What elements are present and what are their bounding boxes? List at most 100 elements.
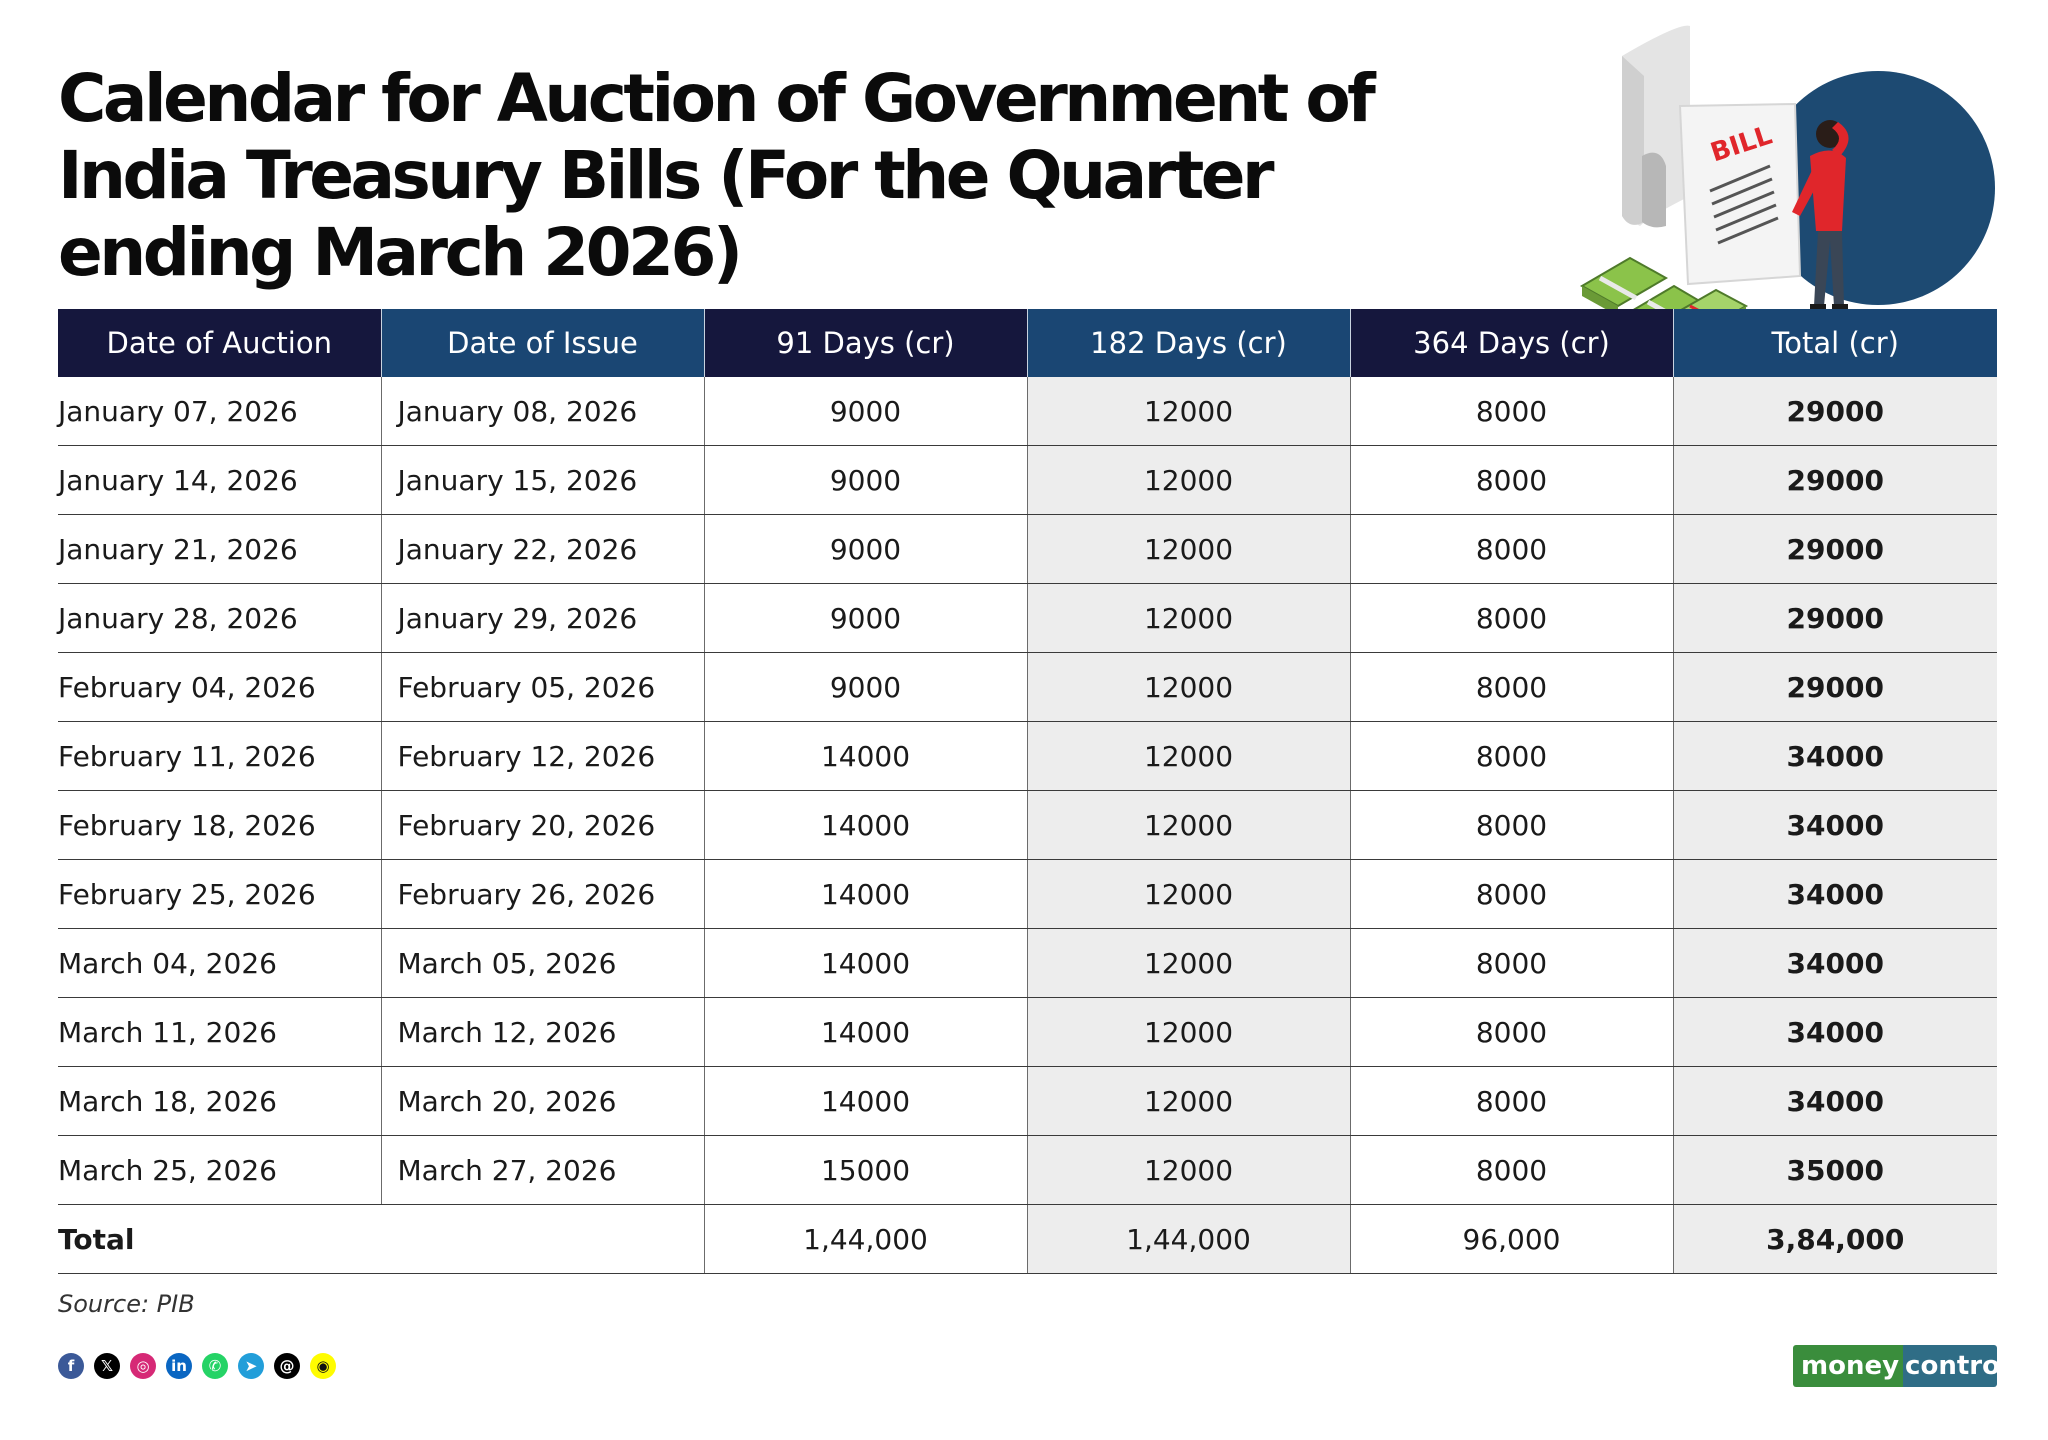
cell-364-days: 8000	[1350, 514, 1674, 584]
table-row: March 18, 2026 March 20, 2026 14000 12000 80…	[58, 1066, 1997, 1136]
logo-part-control: control	[1903, 1345, 1997, 1387]
cell-total: 34000	[1673, 997, 1997, 1067]
cell-364-days: 8000	[1350, 721, 1674, 791]
cell-91-days: 14000	[704, 928, 1028, 998]
total-label: Total	[58, 1204, 705, 1274]
cell-total: 34000	[1673, 790, 1997, 860]
cell-date-of-auction: March 25, 2026	[58, 1135, 382, 1205]
table-row: January 21, 2026 January 22, 2026 9000 1200…	[58, 514, 1997, 584]
cell-91-days: 15000	[704, 1135, 1028, 1205]
person-figure	[1792, 120, 1849, 310]
cell-91-days: 14000	[704, 790, 1028, 860]
table-row: January 07, 2026 January 08, 2026 9000 1200…	[58, 377, 1997, 446]
instagram-icon[interactable]: ◎	[130, 1353, 156, 1379]
cell-date-of-auction: February 25, 2026	[58, 859, 382, 929]
cell-182-days: 12000	[1027, 997, 1351, 1067]
cell-date-of-auction: January 21, 2026	[58, 514, 382, 584]
auction-calendar-table: Date of Auction Date of Issue 91 Days (c…	[58, 309, 1997, 1274]
cell-date-of-issue: March 27, 2026	[381, 1135, 705, 1205]
logo-part-money: money	[1793, 1345, 1904, 1387]
cell-364-days: 8000	[1350, 1066, 1674, 1136]
cell-91-days: 9000	[704, 377, 1028, 446]
cell-date-of-auction: March 11, 2026	[58, 997, 382, 1067]
cell-91-days: 9000	[704, 583, 1028, 653]
total-row: Total 1,44,000 1,44,000 96,000 3,84,000	[58, 1204, 1997, 1274]
cell-364-days: 8000	[1350, 790, 1674, 860]
cell-total: 29000	[1673, 445, 1997, 515]
cell-date-of-auction: January 28, 2026	[58, 583, 382, 653]
cell-364-days: 8000	[1350, 1135, 1674, 1205]
cell-total: 34000	[1673, 721, 1997, 791]
cell-364-days: 8000	[1350, 445, 1674, 515]
cell-91-days: 14000	[704, 859, 1028, 929]
cell-date-of-issue: January 29, 2026	[381, 583, 705, 653]
cell-total: 29000	[1673, 583, 1997, 653]
cell-date-of-issue: January 22, 2026	[381, 514, 705, 584]
cell-182-days: 12000	[1027, 514, 1351, 584]
cell-total: 29000	[1673, 514, 1997, 584]
cell-total: 29000	[1673, 652, 1997, 722]
cell-date-of-issue: March 05, 2026	[381, 928, 705, 998]
threads-icon[interactable]: @	[274, 1353, 300, 1379]
telegram-icon[interactable]: ➤	[238, 1353, 264, 1379]
cell-364-days: 8000	[1350, 652, 1674, 722]
header-364-days: 364 Days (cr)	[1350, 309, 1674, 377]
snapchat-icon[interactable]: ◉	[310, 1353, 336, 1379]
cell-date-of-issue: February 12, 2026	[381, 721, 705, 791]
table-row: March 04, 2026 March 05, 2026 14000 12000 80…	[58, 928, 1997, 998]
cell-91-days: 9000	[704, 445, 1028, 515]
cell-date-of-auction: March 18, 2026	[58, 1066, 382, 1136]
cell-91-days: 14000	[704, 721, 1028, 791]
cell-364-days: 8000	[1350, 377, 1674, 446]
whatsapp-icon[interactable]: ✆	[202, 1353, 228, 1379]
bill-sheet	[1678, 102, 1802, 286]
bill-illustration: BILL	[1579, 25, 1995, 342]
total-182-days: 1,44,000	[1027, 1204, 1351, 1274]
cell-182-days: 12000	[1027, 790, 1351, 860]
cell-date-of-issue: March 12, 2026	[381, 997, 705, 1067]
cell-total: 34000	[1673, 928, 1997, 998]
cell-182-days: 12000	[1027, 928, 1351, 998]
table-header-row: Date of Auction Date of Issue 91 Days (c…	[58, 309, 1997, 377]
cell-date-of-issue: January 08, 2026	[381, 377, 705, 446]
cell-182-days: 12000	[1027, 445, 1351, 515]
cell-182-days: 12000	[1027, 859, 1351, 929]
cell-date-of-auction: March 04, 2026	[58, 928, 382, 998]
cell-182-days: 12000	[1027, 652, 1351, 722]
table-row: February 11, 2026 February 12, 2026 14000 1…	[58, 721, 1997, 791]
table-row: January 28, 2026 January 29, 2026 9000 1200…	[58, 583, 1997, 653]
cell-182-days: 12000	[1027, 1066, 1351, 1136]
header-182-days: 182 Days (cr)	[1027, 309, 1351, 377]
table-row: February 18, 2026 February 20, 2026 14000 1…	[58, 790, 1997, 860]
cell-date-of-issue: February 26, 2026	[381, 859, 705, 929]
cell-date-of-issue: February 05, 2026	[381, 652, 705, 722]
cell-364-days: 8000	[1350, 997, 1674, 1067]
facebook-icon[interactable]: f	[58, 1353, 84, 1379]
linkedin-icon[interactable]: in	[166, 1353, 192, 1379]
table-row: January 14, 2026 January 15, 2026 9000 1200…	[58, 445, 1997, 515]
cell-364-days: 8000	[1350, 583, 1674, 653]
cell-91-days: 9000	[704, 514, 1028, 584]
cell-364-days: 8000	[1350, 859, 1674, 929]
total-364-days: 96,000	[1350, 1204, 1674, 1274]
cell-total: 35000	[1673, 1135, 1997, 1205]
cell-date-of-issue: March 20, 2026	[381, 1066, 705, 1136]
cell-date-of-auction: January 14, 2026	[58, 445, 382, 515]
x-icon[interactable]: 𝕏	[94, 1353, 120, 1379]
cell-91-days: 14000	[704, 997, 1028, 1067]
header-91-days: 91 Days (cr)	[704, 309, 1028, 377]
cell-91-days: 14000	[704, 1066, 1028, 1136]
cell-total: 34000	[1673, 1066, 1997, 1136]
cell-date-of-auction: January 07, 2026	[58, 377, 382, 446]
cell-date-of-issue: January 15, 2026	[381, 445, 705, 515]
grand-total: 3,84,000	[1673, 1204, 1997, 1274]
moneycontrol-logo: moneycontrol	[1793, 1345, 1997, 1387]
header-date-of-issue: Date of Issue	[381, 309, 705, 377]
page-title: Calendar for Auction of Government of In…	[58, 60, 1376, 291]
cell-91-days: 9000	[704, 652, 1028, 722]
cell-182-days: 12000	[1027, 377, 1351, 446]
table-row: March 25, 2026 March 27, 2026 15000 12000 80…	[58, 1135, 1997, 1205]
table-row: March 11, 2026 March 12, 2026 14000 12000 80…	[58, 997, 1997, 1067]
cell-total: 34000	[1673, 859, 1997, 929]
cell-182-days: 12000	[1027, 721, 1351, 791]
